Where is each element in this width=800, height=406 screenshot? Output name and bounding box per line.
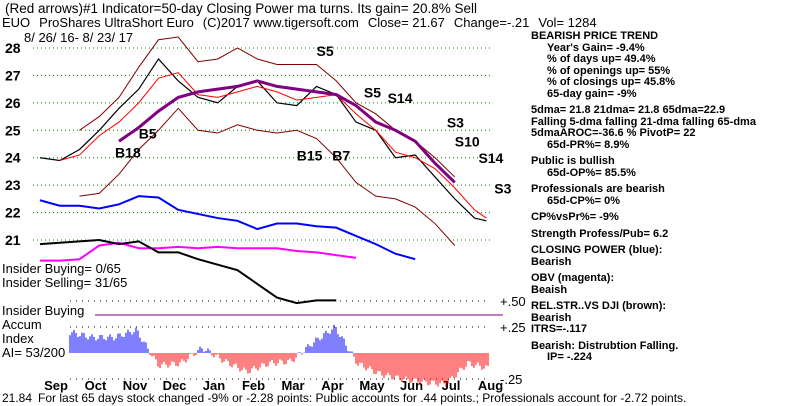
- professionals: Professionals are bearish: [531, 183, 665, 195]
- date-range: 8/ 26/ 16- 8/ 23/ 17: [24, 30, 134, 45]
- signal-label: S10: [455, 134, 480, 150]
- closing-power-line: [39, 195, 416, 261]
- y-tick-label: 28: [5, 40, 21, 56]
- accum-tick-label: +.50: [500, 294, 526, 309]
- trend: BEARISH PRICE TREND: [531, 30, 659, 42]
- pr65: 65d-PR%= 8.9%: [547, 138, 630, 151]
- y-tick-label: 25: [5, 122, 21, 138]
- signal-label: B7: [332, 147, 350, 163]
- y-tick-label: 21: [5, 232, 21, 248]
- footer: 21.84 For last 65 days stock changed -9%…: [2, 392, 686, 405]
- aroc: 5dmaAROC=-36.6 % PivotP= 22: [531, 127, 696, 139]
- years-gain: Year's Gain= -9.4%: [547, 41, 645, 54]
- cp-title: CLOSING POWER (blue):: [531, 244, 663, 256]
- signal-label: B18: [115, 145, 141, 161]
- index-label: Index: [2, 331, 34, 346]
- distribution: Bearish: Distrubtion Falling.: [531, 339, 679, 352]
- cp-value: Bearish: [531, 255, 572, 268]
- overlay-value: 21.84: [2, 391, 33, 405]
- days-up: % of days up= 49.4%: [547, 53, 656, 65]
- obv-title: OBV (magenta):: [531, 272, 615, 284]
- y-tick-label: 26: [5, 95, 21, 111]
- op65: 65d-OP%= 85.5%: [547, 166, 636, 179]
- signal-label: S3: [494, 180, 511, 196]
- obv-value: Beaish: [531, 283, 568, 296]
- itrs: ITRS=-.117: [531, 323, 587, 335]
- accum-tick-label: +.25: [500, 320, 526, 335]
- signal-label: S5: [364, 84, 381, 100]
- signal-label: S14: [388, 90, 413, 106]
- change-value: Change=-.21: [453, 15, 530, 30]
- x-tick-label: Oct: [85, 378, 107, 393]
- openings-up: % of openings up= 55%: [547, 64, 671, 77]
- volume-value: Vol= 1284: [538, 15, 597, 30]
- rs-value: Bearish: [531, 311, 572, 324]
- insider-buying: Insider Buying= 0/65: [2, 261, 121, 276]
- y-tick-label: 24: [5, 150, 21, 166]
- footer-summary: For last 65 days stock changed -9% or -2…: [38, 391, 687, 405]
- signal-label: S5: [317, 43, 334, 59]
- signal-label: S3: [447, 115, 464, 131]
- falling: Falling 5-dma falling 21-dma falling 65-…: [531, 115, 756, 128]
- rs-title: REL.STR..VS DJI (brown):: [531, 300, 667, 312]
- header-line: EUO ProShares UltraShort Euro (C)2017 ww…: [2, 16, 597, 30]
- gain-65: 65-day gain= -9%: [547, 87, 637, 100]
- lower-band-line: [79, 107, 456, 246]
- signal-label: S14: [478, 150, 503, 166]
- x-tick-label: Dec: [163, 378, 187, 393]
- 21-dma-line: [59, 72, 487, 219]
- ai-value: AI= 53/200: [2, 345, 66, 360]
- accum-tick-label: -.25: [500, 372, 522, 387]
- ip: IP= -.224: [547, 351, 592, 363]
- x-tick-label: Apr: [321, 378, 343, 393]
- copyright: (C)2017 www.tigersoft.com: [202, 15, 359, 30]
- stats-panel: BEARISH PRICE TREND Year's Gain= -9.4% %…: [531, 30, 756, 364]
- price-line: [39, 57, 487, 222]
- dmas: 5dma= 21.8 21dma= 21.8 65dma=22.9: [531, 104, 726, 116]
- close-value: Close= 21.67: [367, 15, 445, 30]
- x-tick-label: Mar: [281, 378, 304, 393]
- x-tick-label: Feb: [242, 378, 265, 393]
- signal-label: B5: [139, 126, 157, 142]
- x-tick-label: May: [359, 378, 385, 393]
- x-tick-label: Jun: [400, 378, 423, 393]
- insider-selling: Insider Selling= 31/65: [2, 275, 128, 290]
- closings-up: % of closings up= 45.8%: [547, 76, 676, 88]
- public: Public is bullish: [531, 155, 615, 167]
- y-tick-label: 23: [5, 177, 21, 193]
- 65-dma-line: [118, 79, 456, 184]
- x-tick-label: Jan: [203, 378, 225, 393]
- y-tick-label: 22: [5, 205, 21, 221]
- cp65: 65d-CP%= 0%: [547, 194, 621, 207]
- signal-label: B15: [297, 147, 323, 163]
- y-tick-label: 27: [5, 67, 21, 83]
- strength: Strength Profess/Pub= 6.2: [531, 227, 669, 240]
- indicator-line: (Red arrows)#1 Indicator=50-day Closing …: [5, 1, 477, 16]
- x-tick-label: Nov: [123, 378, 148, 393]
- rel-str-line: [39, 239, 337, 305]
- security-name: ProShares UltraShort Euro: [39, 15, 194, 30]
- accum-label: Accum: [2, 317, 42, 332]
- obv-line: [40, 241, 357, 262]
- cp-vs-pr: CP%vsPr%= -9%: [531, 211, 619, 223]
- symbol: EUO: [2, 15, 31, 30]
- x-tick-label: Sep: [44, 378, 68, 393]
- x-tick-label: Aug: [478, 378, 503, 393]
- insider-buying-label: Insider Buying: [2, 303, 85, 318]
